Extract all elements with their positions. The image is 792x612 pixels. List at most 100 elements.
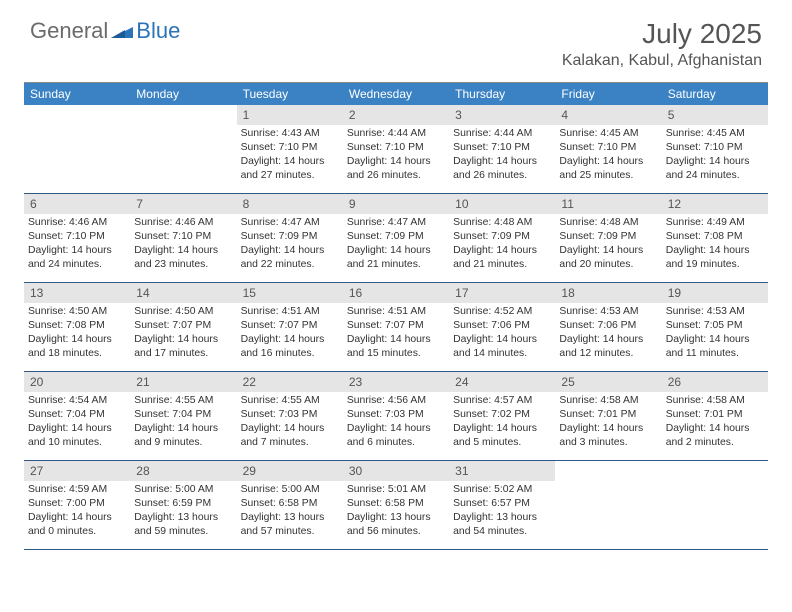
day-number: 27	[24, 461, 130, 481]
day-details: Sunrise: 4:52 AMSunset: 7:06 PMDaylight:…	[449, 303, 555, 365]
day-cell: 21Sunrise: 4:55 AMSunset: 7:04 PMDayligh…	[130, 372, 236, 460]
day-cell: 15Sunrise: 4:51 AMSunset: 7:07 PMDayligh…	[237, 283, 343, 371]
day-cell: 12Sunrise: 4:49 AMSunset: 7:08 PMDayligh…	[662, 194, 768, 282]
day-number: 17	[449, 283, 555, 303]
day-details: Sunrise: 4:45 AMSunset: 7:10 PMDaylight:…	[662, 125, 768, 187]
day-number: 8	[237, 194, 343, 214]
day-details: Sunrise: 4:45 AMSunset: 7:10 PMDaylight:…	[555, 125, 661, 187]
day-number: 31	[449, 461, 555, 481]
day-number: 2	[343, 105, 449, 125]
day-cell: 30Sunrise: 5:01 AMSunset: 6:58 PMDayligh…	[343, 461, 449, 549]
day-number: 20	[24, 372, 130, 392]
weekday-header: Thursday	[449, 83, 555, 105]
weekday-header: Sunday	[24, 83, 130, 105]
week-row: 27Sunrise: 4:59 AMSunset: 7:00 PMDayligh…	[24, 461, 768, 550]
day-details: Sunrise: 4:53 AMSunset: 7:05 PMDaylight:…	[662, 303, 768, 365]
day-details: Sunrise: 4:50 AMSunset: 7:08 PMDaylight:…	[24, 303, 130, 365]
day-cell: 16Sunrise: 4:51 AMSunset: 7:07 PMDayligh…	[343, 283, 449, 371]
day-number: 3	[449, 105, 555, 125]
day-details: Sunrise: 4:58 AMSunset: 7:01 PMDaylight:…	[555, 392, 661, 454]
day-cell: 5Sunrise: 4:45 AMSunset: 7:10 PMDaylight…	[662, 105, 768, 193]
day-number: 28	[130, 461, 236, 481]
day-details: Sunrise: 4:47 AMSunset: 7:09 PMDaylight:…	[237, 214, 343, 276]
day-number: 26	[662, 372, 768, 392]
day-number: 15	[237, 283, 343, 303]
day-details: Sunrise: 4:44 AMSunset: 7:10 PMDaylight:…	[343, 125, 449, 187]
day-number: 4	[555, 105, 661, 125]
logo-text-general: General	[30, 18, 108, 44]
day-number: 6	[24, 194, 130, 214]
day-number: 11	[555, 194, 661, 214]
day-number: 19	[662, 283, 768, 303]
day-cell: 27Sunrise: 4:59 AMSunset: 7:00 PMDayligh…	[24, 461, 130, 549]
location-text: Kalakan, Kabul, Afghanistan	[562, 52, 762, 70]
day-details: Sunrise: 4:44 AMSunset: 7:10 PMDaylight:…	[449, 125, 555, 187]
day-cell: 18Sunrise: 4:53 AMSunset: 7:06 PMDayligh…	[555, 283, 661, 371]
week-row: 13Sunrise: 4:50 AMSunset: 7:08 PMDayligh…	[24, 283, 768, 372]
day-cell: 19Sunrise: 4:53 AMSunset: 7:05 PMDayligh…	[662, 283, 768, 371]
day-number: 24	[449, 372, 555, 392]
day-cell: 20Sunrise: 4:54 AMSunset: 7:04 PMDayligh…	[24, 372, 130, 460]
day-cell: 24Sunrise: 4:57 AMSunset: 7:02 PMDayligh…	[449, 372, 555, 460]
day-cell: 22Sunrise: 4:55 AMSunset: 7:03 PMDayligh…	[237, 372, 343, 460]
day-number: 10	[449, 194, 555, 214]
day-cell	[555, 461, 661, 549]
header: General Blue July 2025 Kalakan, Kabul, A…	[0, 0, 792, 78]
day-cell	[130, 105, 236, 193]
day-number: 9	[343, 194, 449, 214]
day-number: 29	[237, 461, 343, 481]
weekday-header: Wednesday	[343, 83, 449, 105]
day-details: Sunrise: 4:50 AMSunset: 7:07 PMDaylight:…	[130, 303, 236, 365]
day-number: 13	[24, 283, 130, 303]
day-details: Sunrise: 4:59 AMSunset: 7:00 PMDaylight:…	[24, 481, 130, 543]
day-number: 5	[662, 105, 768, 125]
calendar: SundayMondayTuesdayWednesdayThursdayFrid…	[24, 82, 768, 550]
day-details: Sunrise: 4:48 AMSunset: 7:09 PMDaylight:…	[555, 214, 661, 276]
weekday-header: Monday	[130, 83, 236, 105]
day-number: 23	[343, 372, 449, 392]
day-cell: 1Sunrise: 4:43 AMSunset: 7:10 PMDaylight…	[237, 105, 343, 193]
day-details: Sunrise: 5:02 AMSunset: 6:57 PMDaylight:…	[449, 481, 555, 543]
day-number: 18	[555, 283, 661, 303]
day-cell: 6Sunrise: 4:46 AMSunset: 7:10 PMDaylight…	[24, 194, 130, 282]
day-number: 30	[343, 461, 449, 481]
day-number: 21	[130, 372, 236, 392]
day-details: Sunrise: 4:57 AMSunset: 7:02 PMDaylight:…	[449, 392, 555, 454]
day-cell: 7Sunrise: 4:46 AMSunset: 7:10 PMDaylight…	[130, 194, 236, 282]
day-details: Sunrise: 4:51 AMSunset: 7:07 PMDaylight:…	[237, 303, 343, 365]
day-cell: 13Sunrise: 4:50 AMSunset: 7:08 PMDayligh…	[24, 283, 130, 371]
day-number: 1	[237, 105, 343, 125]
day-cell: 10Sunrise: 4:48 AMSunset: 7:09 PMDayligh…	[449, 194, 555, 282]
day-details: Sunrise: 4:48 AMSunset: 7:09 PMDaylight:…	[449, 214, 555, 276]
weeks-container: 1Sunrise: 4:43 AMSunset: 7:10 PMDaylight…	[24, 105, 768, 550]
day-details: Sunrise: 4:56 AMSunset: 7:03 PMDaylight:…	[343, 392, 449, 454]
day-cell: 11Sunrise: 4:48 AMSunset: 7:09 PMDayligh…	[555, 194, 661, 282]
day-details: Sunrise: 4:51 AMSunset: 7:07 PMDaylight:…	[343, 303, 449, 365]
logo-text-blue: Blue	[136, 18, 180, 44]
weekday-header: Friday	[555, 83, 661, 105]
day-details: Sunrise: 4:46 AMSunset: 7:10 PMDaylight:…	[24, 214, 130, 276]
logo-flag-icon	[111, 24, 133, 38]
day-details: Sunrise: 4:54 AMSunset: 7:04 PMDaylight:…	[24, 392, 130, 454]
day-number: 14	[130, 283, 236, 303]
day-number: 22	[237, 372, 343, 392]
day-details: Sunrise: 5:01 AMSunset: 6:58 PMDaylight:…	[343, 481, 449, 543]
day-cell: 3Sunrise: 4:44 AMSunset: 7:10 PMDaylight…	[449, 105, 555, 193]
title-block: July 2025 Kalakan, Kabul, Afghanistan	[562, 18, 762, 70]
day-number: 25	[555, 372, 661, 392]
day-cell: 14Sunrise: 4:50 AMSunset: 7:07 PMDayligh…	[130, 283, 236, 371]
day-details: Sunrise: 4:47 AMSunset: 7:09 PMDaylight:…	[343, 214, 449, 276]
day-cell: 2Sunrise: 4:44 AMSunset: 7:10 PMDaylight…	[343, 105, 449, 193]
day-details: Sunrise: 4:58 AMSunset: 7:01 PMDaylight:…	[662, 392, 768, 454]
day-number: 7	[130, 194, 236, 214]
day-cell: 9Sunrise: 4:47 AMSunset: 7:09 PMDaylight…	[343, 194, 449, 282]
day-cell	[662, 461, 768, 549]
day-cell: 28Sunrise: 5:00 AMSunset: 6:59 PMDayligh…	[130, 461, 236, 549]
day-details: Sunrise: 4:55 AMSunset: 7:04 PMDaylight:…	[130, 392, 236, 454]
day-details: Sunrise: 4:53 AMSunset: 7:06 PMDaylight:…	[555, 303, 661, 365]
day-cell: 25Sunrise: 4:58 AMSunset: 7:01 PMDayligh…	[555, 372, 661, 460]
month-title: July 2025	[562, 18, 762, 50]
day-number: 12	[662, 194, 768, 214]
week-row: 6Sunrise: 4:46 AMSunset: 7:10 PMDaylight…	[24, 194, 768, 283]
day-details: Sunrise: 4:43 AMSunset: 7:10 PMDaylight:…	[237, 125, 343, 187]
